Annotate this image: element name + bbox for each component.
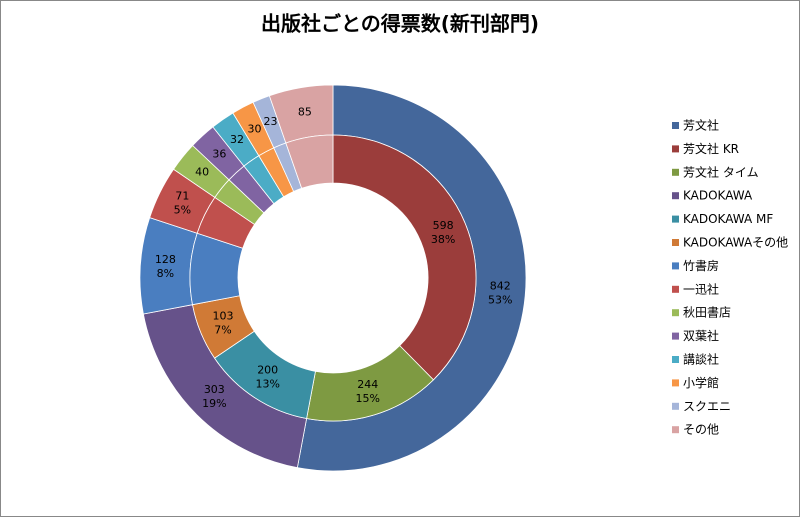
- legend-text: 芳文社 KR: [683, 141, 739, 156]
- data-label: 103 7%: [212, 309, 233, 336]
- data-label: 244 15%: [356, 378, 380, 405]
- chart-title: 出版社ごとの得票数(新刊部門): [261, 12, 539, 36]
- legend-text: 小学館: [683, 375, 719, 390]
- legend-swatch: [672, 215, 679, 223]
- data-label: 598 38%: [431, 219, 455, 246]
- data-label: 71 5%: [174, 190, 191, 217]
- legend-swatch: [672, 145, 679, 153]
- legend-swatch: [672, 192, 679, 200]
- data-label: 23: [263, 115, 277, 128]
- legend-text: スクエニ: [683, 399, 731, 413]
- legend-swatch: [672, 239, 679, 246]
- data-label: 40: [195, 166, 209, 179]
- data-label: 200 13%: [255, 363, 279, 390]
- data-label: 303 19%: [202, 383, 226, 410]
- data-label: 842 53%: [488, 280, 512, 307]
- ring-segment: [285, 134, 334, 189]
- legend-swatch: [672, 262, 679, 270]
- legend-text: KADOKAWAその他: [683, 236, 788, 250]
- legend-text: 双葉社: [683, 328, 719, 343]
- legend-swatch: [672, 356, 679, 363]
- legend-text: 秋田書店: [683, 306, 731, 320]
- legend-swatch: [672, 379, 679, 387]
- legend-text: KADOKAWA MF: [683, 212, 773, 226]
- legend-text: 芳文社: [683, 118, 719, 133]
- legend-text: その他: [683, 423, 719, 437]
- data-label: 36: [212, 147, 226, 160]
- data-label: 30: [248, 122, 262, 135]
- legend-text: 竹書房: [683, 258, 719, 273]
- data-label: 32: [230, 133, 244, 146]
- data-label: 128 8%: [155, 253, 176, 280]
- legend-swatch: [672, 285, 679, 293]
- legend-swatch: [672, 122, 679, 129]
- legend-text: 一迅社: [683, 281, 719, 296]
- legend-swatch: [672, 402, 679, 410]
- ring-segment: [332, 134, 477, 381]
- legend-swatch: [672, 426, 679, 434]
- legend-text: KADOKAWA: [683, 189, 753, 203]
- legend-swatch: [672, 332, 679, 340]
- legend-swatch: [672, 309, 679, 317]
- legend-text: 芳文社 タイム: [683, 164, 759, 179]
- legend-text: 講談社: [683, 352, 719, 367]
- legend-swatch: [672, 168, 679, 176]
- data-label: 85: [298, 105, 312, 118]
